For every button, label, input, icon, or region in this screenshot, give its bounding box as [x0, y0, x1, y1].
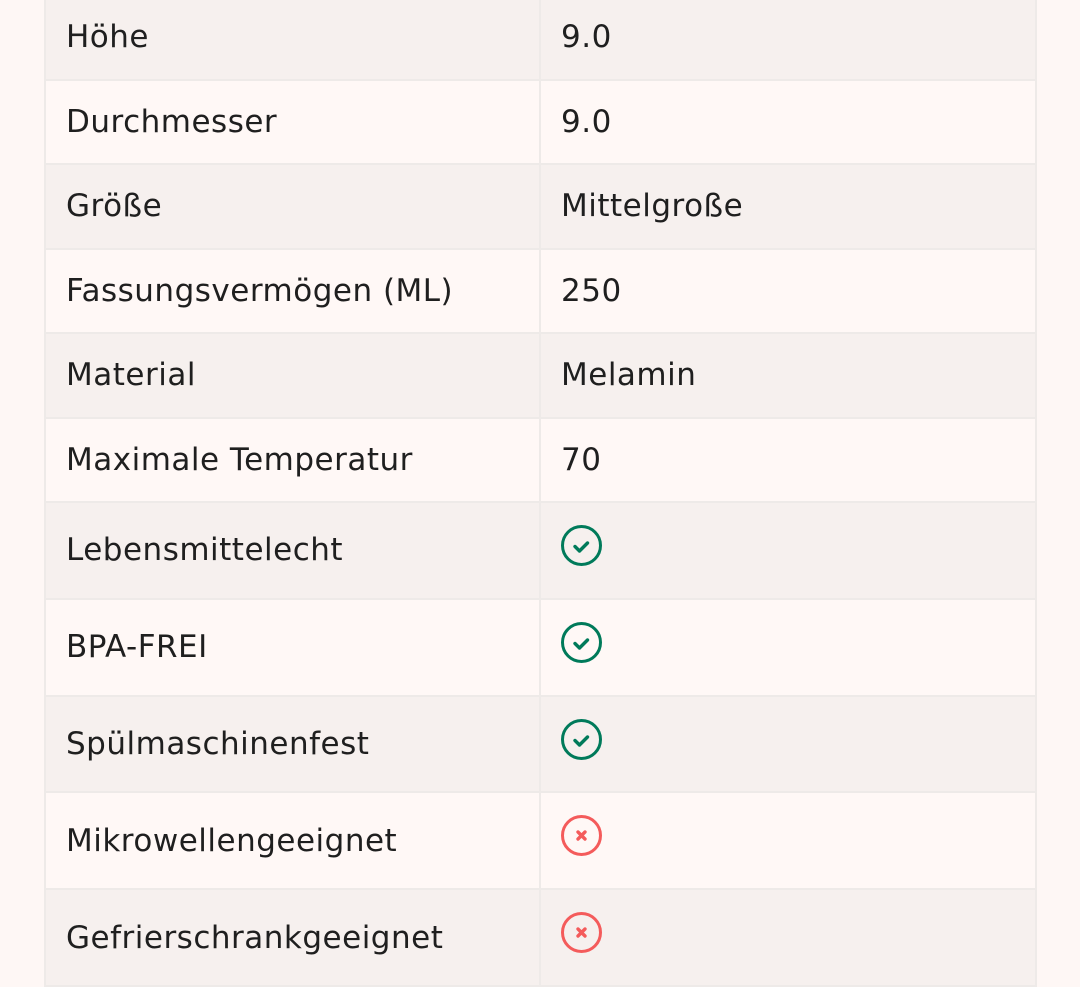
spec-label: BPA-FREI	[46, 599, 541, 695]
spec-label: Durchmesser	[46, 80, 541, 163]
spec-label: Fassungsvermögen (ML)	[46, 249, 541, 332]
spec-value: Mittelgroße	[561, 188, 744, 225]
spec-label: Material	[46, 334, 541, 417]
table-row: Höhe 9.0	[46, 0, 1035, 81]
spec-value	[541, 793, 1035, 888]
check-circle-icon	[561, 621, 603, 664]
x-circle-icon	[561, 815, 603, 857]
spec-value	[541, 503, 1035, 598]
spec-label: Größe	[46, 165, 541, 248]
table-row: Maximale Temperatur 70	[46, 418, 1035, 503]
spec-label: Maximale Temperatur	[46, 418, 541, 501]
spec-label: Lebensmittelecht	[46, 503, 541, 598]
table-row: Fassungsvermögen (ML) 250	[46, 249, 1035, 334]
spec-value: 9.0	[561, 103, 612, 140]
spec-value: Melamin	[561, 357, 697, 394]
spec-label: Gefrierschrankgeeignet	[46, 890, 541, 985]
spec-value: 250	[561, 272, 622, 309]
table-row: Spülmaschinenfest	[46, 696, 1035, 794]
table-row: Material Melamin	[46, 334, 1035, 419]
x-circle-icon	[561, 912, 603, 954]
spec-table: Höhe 9.0 Durchmesser 9.0 Größe Mittelgroße Fas…	[44, 0, 1037, 987]
spec-label: Spülmaschinenfest	[46, 696, 541, 792]
table-row: Mikrowellengeeignet	[46, 793, 1035, 891]
table-row: Gefrierschrankgeeignet	[46, 890, 1035, 987]
spec-value	[541, 600, 1035, 695]
table-row: Lebensmittelecht	[46, 503, 1035, 600]
check-circle-icon	[561, 718, 603, 761]
table-row: Durchmesser 9.0	[46, 80, 1035, 165]
spec-value	[541, 890, 1035, 985]
table-row: BPA-FREI	[46, 599, 1035, 697]
spec-value	[541, 697, 1035, 792]
spec-label: Mikrowellengeeignet	[46, 793, 541, 889]
spec-label: Höhe	[46, 0, 541, 79]
spec-value: 70	[561, 441, 602, 478]
table-row: Größe Mittelgroße	[46, 165, 1035, 250]
spec-value: 9.0	[561, 19, 612, 56]
check-circle-icon	[561, 525, 603, 567]
